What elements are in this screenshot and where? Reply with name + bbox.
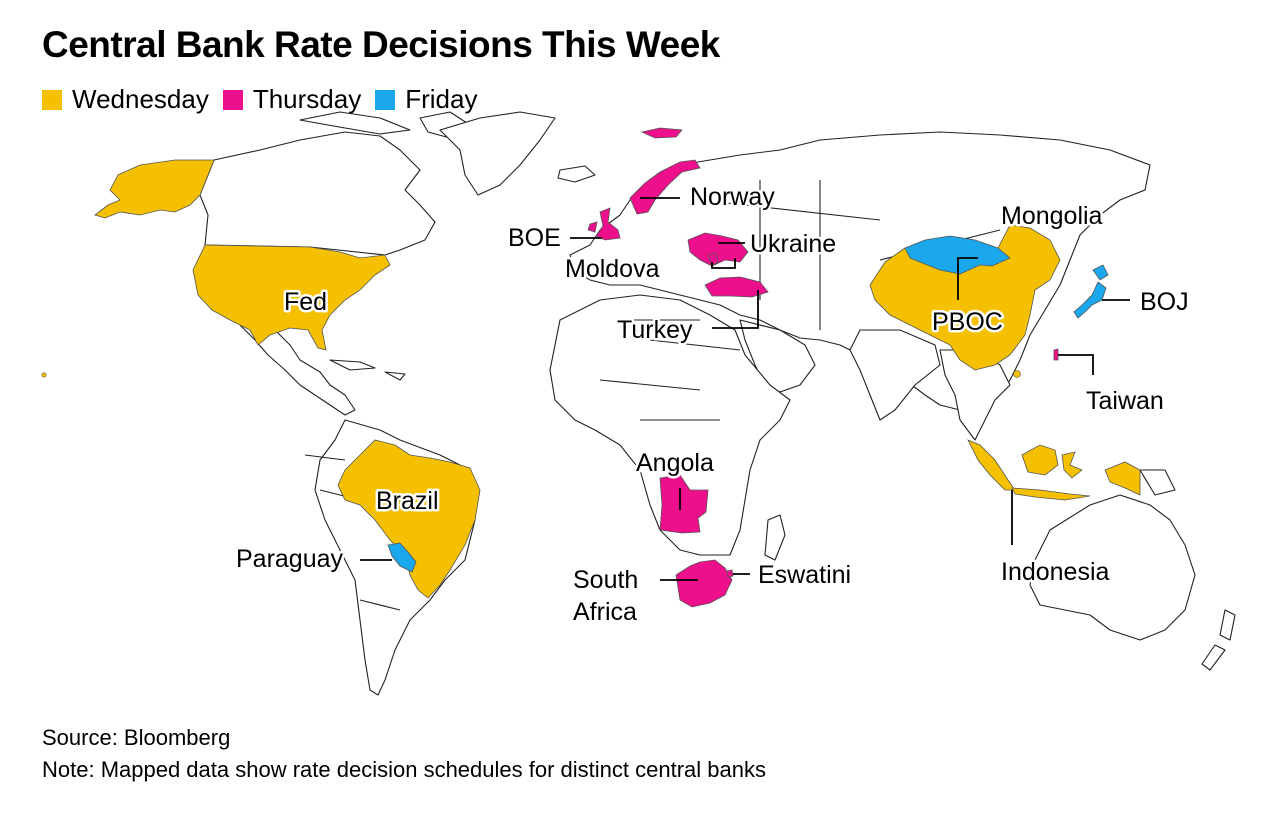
land-new-zealand: [1201, 609, 1236, 671]
label-norway: Norway: [690, 183, 775, 211]
label-brazil: Brazil: [376, 487, 439, 515]
region-south-africa: [675, 559, 733, 608]
land-papua: [1139, 469, 1176, 496]
footnote: Note: Mapped data show rate decision sch…: [42, 757, 766, 782]
region-turkey: [704, 276, 769, 298]
label-boj: BOJ: [1140, 288, 1189, 316]
label-boe: BOE: [508, 224, 561, 252]
friday-regions: [387, 235, 1109, 573]
label-indonesia: Indonesia: [1001, 558, 1110, 586]
label-angola: Angola: [636, 449, 714, 477]
region-alaska: [94, 159, 215, 219]
wednesday-regions: [41, 159, 1141, 599]
label-paraguay: Paraguay: [236, 545, 344, 573]
region-hainan: [1013, 370, 1021, 378]
legend: Wednesday Thursday Friday: [42, 84, 491, 115]
legend-swatch-friday: [375, 89, 396, 110]
land-australia: [1029, 494, 1196, 641]
land-africa: [549, 294, 791, 556]
region-japan: [1073, 264, 1109, 319]
leader-turkey: [712, 290, 759, 329]
leader-taiwan: [1058, 354, 1094, 375]
land-iceland: [557, 165, 596, 183]
leader-lines: [360, 197, 1130, 581]
legend-label-friday: Friday: [405, 84, 478, 114]
region-hawaii: [41, 372, 47, 378]
legend-label-wednesday: Wednesday: [72, 84, 209, 114]
legend-swatch-thursday: [222, 89, 243, 110]
legend-item-wednesday: Wednesday: [42, 84, 209, 115]
label-ukraine: Ukraine: [750, 230, 836, 258]
source-note: Source: Bloomberg: [42, 725, 231, 750]
legend-label-thursday: Thursday: [252, 84, 362, 114]
land-greenland: [439, 111, 556, 196]
label-south-africa-line2: Africa: [573, 598, 637, 626]
map-labels: Fed Brazil Paraguay BOE Norway Ukraine M…: [234, 181, 1192, 629]
region-moldova: [707, 252, 719, 267]
region-ukraine: [687, 232, 749, 267]
thursday-regions: [587, 127, 1059, 608]
leader-moldova: [711, 258, 736, 269]
region-brazil: [337, 439, 481, 599]
region-svalbard: [640, 127, 683, 139]
region-uk: [587, 207, 621, 241]
label-fed: Fed: [284, 288, 327, 316]
region-indonesia-sumatra: [967, 439, 1016, 491]
land-canada: [199, 131, 436, 256]
region-usa: [192, 244, 391, 351]
land-madagascar: [764, 514, 786, 561]
region-indonesia-borneo: [1021, 444, 1059, 476]
region-mongolia: [904, 235, 1011, 275]
legend-swatch-wednesday: [42, 89, 62, 110]
world-map: Fed Brazil Paraguay BOE Norway Ukraine M…: [41, 111, 1236, 696]
region-angola: [659, 474, 709, 534]
land-arabia: [739, 319, 816, 393]
label-taiwan: Taiwan: [1086, 387, 1164, 415]
region-paraguay: [387, 542, 417, 573]
region-indonesia-java: [1011, 487, 1091, 501]
leader-mongolia: [957, 257, 978, 300]
region-indonesia-sulawesi: [1061, 451, 1083, 479]
legend-item-thursday: Thursday: [222, 84, 362, 115]
land-india: [849, 329, 941, 421]
land-caribbean: [329, 359, 406, 381]
region-eswatini: [726, 569, 734, 578]
label-south-africa-line1: South: [573, 566, 638, 594]
region-norway: [629, 159, 701, 215]
legend-item-friday: Friday: [375, 84, 477, 115]
label-eswatini: Eswatini: [758, 561, 851, 589]
region-indonesia-papua: [1104, 461, 1141, 496]
chart-title: Central Bank Rate Decisions This Week: [42, 24, 720, 65]
label-turkey: Turkey: [617, 316, 693, 344]
label-moldova: Moldova: [565, 255, 660, 283]
label-mongolia: Mongolia: [1001, 202, 1103, 230]
label-pboc: PBOC: [932, 308, 1003, 336]
region-taiwan: [1053, 348, 1059, 361]
